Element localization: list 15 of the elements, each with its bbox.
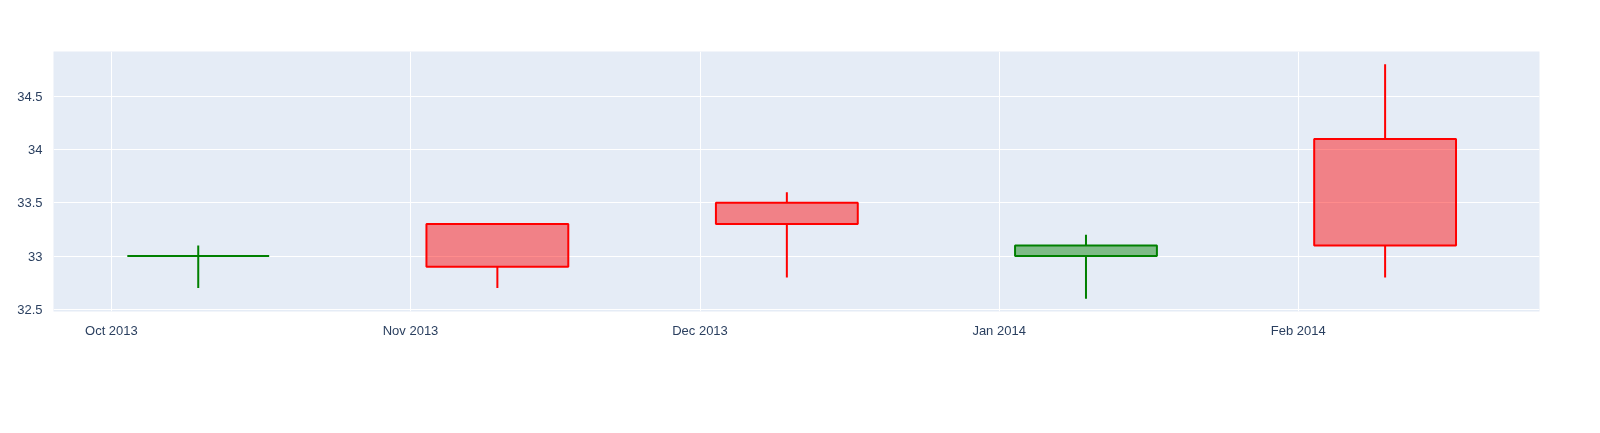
x-tick-label: Jan 2014	[972, 322, 1026, 338]
candlestick	[1313, 63, 1458, 279]
y-tick-label: 34.5	[17, 88, 43, 104]
x-tick-label: Dec 2013	[672, 322, 728, 338]
y-tick-label: 32.5	[17, 301, 43, 317]
x-tick-label: Oct 2013	[85, 322, 138, 338]
candlestick	[1014, 233, 1158, 300]
y-tick-label: 34	[28, 142, 43, 158]
x-tick-label: Nov 2013	[382, 322, 439, 338]
x-tick-label: Feb 2014	[1270, 322, 1326, 338]
candlestick	[425, 223, 570, 290]
candlestick	[126, 244, 271, 290]
candlestick	[714, 191, 859, 279]
y-tick-label: 33.5	[17, 195, 43, 211]
y-tick-label: 33	[28, 248, 43, 264]
